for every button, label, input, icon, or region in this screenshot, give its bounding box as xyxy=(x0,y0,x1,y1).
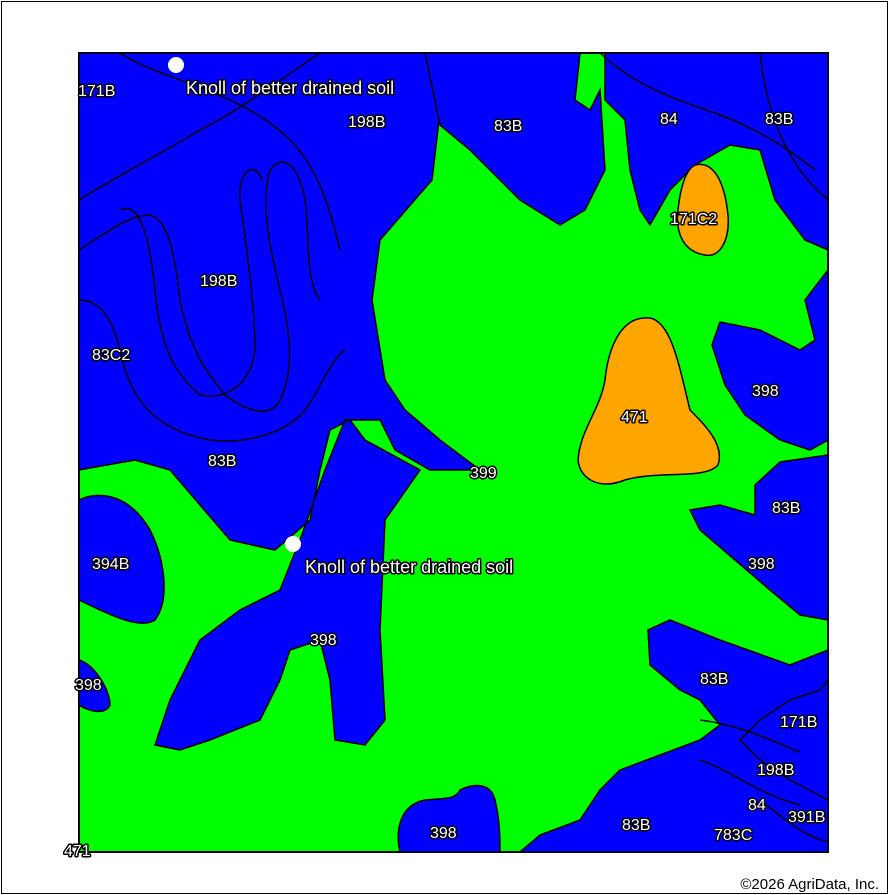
map-unit-label: 783C xyxy=(714,827,752,844)
map-unit-label: 83B xyxy=(208,453,236,470)
knoll-note-1: Knoll of better drained soil xyxy=(186,78,394,98)
map-unit-label: 171B xyxy=(780,714,817,731)
map-unit-label: 398 xyxy=(310,632,337,649)
map-unit-label: 83B xyxy=(622,817,650,834)
knoll-note-2: Knoll of better drained soil xyxy=(305,557,513,577)
knoll-marker-1[interactable] xyxy=(168,57,184,73)
soil-polygon-394b[interactable] xyxy=(78,494,165,624)
map-unit-label: 83B xyxy=(772,500,800,517)
map-unit-label: 471 xyxy=(64,843,91,860)
map-unit-label: 198B xyxy=(757,762,794,779)
map-unit-label: 399 xyxy=(470,465,497,482)
map-unit-label: 83C2 xyxy=(92,347,130,364)
soil-polygon-bottom-398[interactable] xyxy=(397,784,501,853)
map-unit-label: 198B xyxy=(200,273,237,290)
copyright-text: ©2026 AgriData, Inc. xyxy=(740,876,879,893)
map-unit-label: 394B xyxy=(92,556,129,573)
soil-polygon-lower-right[interactable] xyxy=(517,619,829,853)
map-unit-label: 84 xyxy=(748,797,766,814)
map-unit-label: 171B xyxy=(78,83,115,100)
map-unit-label: 84 xyxy=(660,111,678,128)
soil-polygon-upper-middle[interactable] xyxy=(424,52,606,226)
map-unit-labels: 171B 198B 83B 84 83B 171C2 198B 83C2 398… xyxy=(63,77,827,862)
map-unit-label: 391B xyxy=(788,809,825,826)
map-unit-label: 398 xyxy=(75,677,102,694)
soil-polygon-right-398[interactable] xyxy=(711,267,829,451)
map-unit-label: 83B xyxy=(700,671,728,688)
map-unit-label: 198B xyxy=(348,114,385,131)
soil-polygon-right-83b[interactable] xyxy=(688,454,829,621)
map-unit-label: 83B xyxy=(494,118,522,135)
soil-polygon-right-edge[interactable] xyxy=(738,677,829,802)
knoll-marker-2[interactable] xyxy=(285,536,301,552)
map-unit-label: 83B xyxy=(765,111,793,128)
soil-polygon-171c2[interactable] xyxy=(676,163,729,256)
map-unit-label: 398 xyxy=(752,383,779,400)
map-unit-label: 398 xyxy=(430,825,457,842)
soil-polygon-left-398[interactable] xyxy=(78,658,111,713)
map-unit-label: 171C2 xyxy=(670,211,717,228)
soil-boundary-lines xyxy=(78,52,829,843)
soil-polygon-471[interactable] xyxy=(577,317,721,485)
map-unit-label: 398 xyxy=(748,556,775,573)
map-unit-label: 471 xyxy=(621,409,648,426)
